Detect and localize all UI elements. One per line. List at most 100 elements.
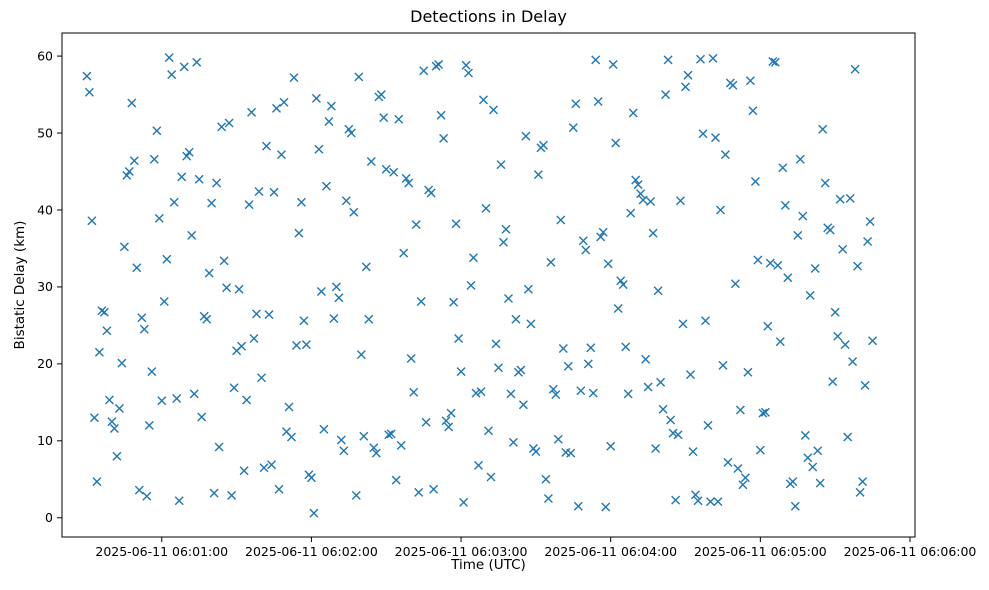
scatter-marker <box>346 128 356 138</box>
scatter-marker <box>543 494 553 503</box>
scatter-marker <box>658 404 668 414</box>
scatter-marker <box>396 440 406 450</box>
scatter-marker <box>578 236 588 246</box>
scatter-marker <box>301 340 311 350</box>
scatter-marker <box>815 478 825 488</box>
scatter-marker <box>381 164 391 174</box>
scatter-marker <box>868 336 878 346</box>
scatter-marker <box>571 99 581 109</box>
scatter-marker <box>129 156 139 166</box>
scatter-marker <box>272 103 281 113</box>
scatter-marker <box>162 254 172 264</box>
scatter-marker <box>820 178 830 188</box>
scatter-marker <box>194 174 204 184</box>
scatter-marker <box>813 446 823 456</box>
scatter-marker <box>646 197 656 206</box>
scatter-marker <box>94 347 104 357</box>
scatter-marker <box>127 98 137 108</box>
scatter-marker <box>102 326 112 336</box>
scatter-marker <box>750 177 760 186</box>
scatter-marker <box>224 118 234 128</box>
scatter-marker <box>119 242 129 252</box>
scatter-marker <box>865 217 875 226</box>
scatter-marker <box>329 314 339 323</box>
scatter-marker <box>371 448 381 458</box>
scatter-marker <box>461 60 471 70</box>
scatter-marker <box>858 477 868 487</box>
scatter-marker <box>376 90 386 100</box>
scatter-marker <box>436 110 446 120</box>
scatter-marker <box>476 387 486 397</box>
chart-title: Detections in Delay <box>410 7 567 26</box>
x-tick-label: 2025-06-11 06:02:00 <box>245 544 378 559</box>
scatter-marker <box>257 373 266 383</box>
scatter-marker <box>686 370 695 380</box>
scatter-marker <box>489 105 498 115</box>
scatter-marker <box>496 160 506 170</box>
scatter-marker <box>701 316 710 326</box>
scatter-marker <box>803 453 813 463</box>
scatter-marker <box>843 432 853 442</box>
scatter-marker <box>331 282 341 292</box>
scatter-marker <box>518 400 528 410</box>
scatter-marker <box>252 309 261 319</box>
scatter-marker <box>152 126 162 136</box>
scatter-marker <box>860 380 870 390</box>
scatter-marker <box>172 394 182 403</box>
scatter-marker <box>294 228 304 238</box>
scatter-marker <box>117 358 127 368</box>
scatter-marker <box>611 138 621 148</box>
scatter-marker <box>546 257 556 267</box>
scatter-marker <box>134 485 144 495</box>
scatter-marker <box>666 415 676 425</box>
scatter-marker <box>384 430 394 440</box>
scatter-marker <box>681 82 690 92</box>
scatter-marker <box>523 284 533 294</box>
scatter-marker <box>107 417 117 427</box>
scatter-marker <box>845 193 855 203</box>
scatter-marker <box>114 404 124 413</box>
scatter-marker <box>621 342 631 352</box>
x-tick-label: 2025-06-11 06:03:00 <box>395 544 528 559</box>
scatter-marker <box>790 501 800 511</box>
scatter-marker <box>818 124 828 134</box>
scatter-marker <box>748 106 758 116</box>
scatter-marker <box>132 263 142 273</box>
scatter-marker <box>696 54 705 64</box>
scatter-marker <box>379 113 389 123</box>
scatter-marker <box>499 237 508 247</box>
scatter-marker <box>486 472 496 482</box>
scatter-marker <box>89 413 99 423</box>
scatter-marker <box>481 203 491 213</box>
scatter-marker <box>399 248 409 258</box>
scatter-marker <box>219 256 229 266</box>
scatter-marker <box>144 420 154 430</box>
scatter-marker <box>137 313 147 323</box>
scatter-marker <box>651 444 661 453</box>
scatter-marker <box>454 334 464 343</box>
scatter-marker <box>673 430 683 440</box>
scatter-marker <box>583 359 593 369</box>
scatter-marker <box>237 341 247 351</box>
scatter-marker <box>139 324 149 334</box>
scatter-marker <box>269 187 279 197</box>
scatter-marker <box>336 435 346 445</box>
scatter-marker <box>341 196 351 206</box>
scatter-marker <box>773 260 783 270</box>
scatter-marker <box>242 395 252 405</box>
scatter-marker <box>112 451 122 461</box>
scatter-marker <box>663 55 673 65</box>
scatter-marker <box>745 76 755 86</box>
scatter-marker <box>449 297 459 307</box>
scatter-marker <box>656 377 666 387</box>
scatter-marker <box>197 412 207 422</box>
scatter-marker <box>711 133 720 143</box>
scatter-marker <box>354 72 364 82</box>
scatter-marker <box>733 464 743 473</box>
scatter-marker <box>474 460 483 470</box>
scatter-marker <box>189 389 199 399</box>
scatter-marker <box>292 340 301 350</box>
y-tick-label: 60 <box>37 48 53 63</box>
